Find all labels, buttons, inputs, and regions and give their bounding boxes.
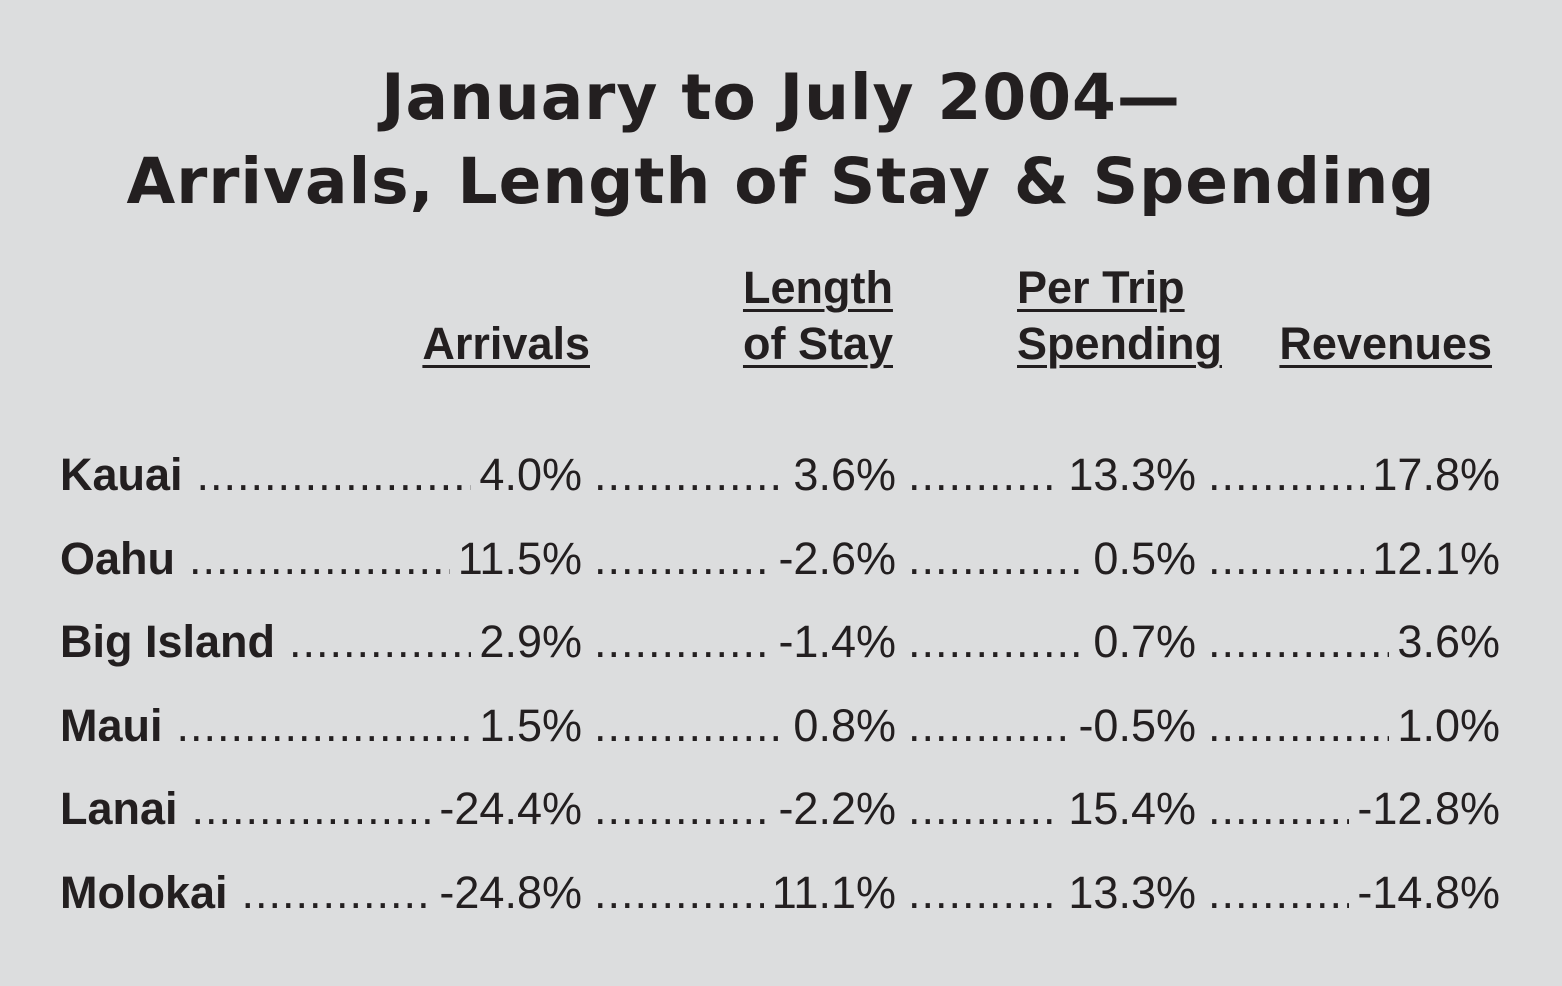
chart-title-line-1: January to July 2004— — [381, 61, 1181, 134]
column-header-line: Revenues — [1279, 318, 1492, 369]
cell-value: 15.4% — [1068, 783, 1196, 834]
cell-value: 11.5% — [457, 532, 582, 584]
column-header: Per Trip Spending — [1017, 260, 1222, 372]
column-header: Arrivals — [422, 316, 590, 372]
leader-dots: ........................................… — [594, 616, 770, 667]
leader-dots: ........................................… — [1208, 866, 1349, 918]
leader-dots: ........................................… — [908, 866, 1061, 918]
cell-value: 12.1% — [1372, 532, 1500, 584]
leader-dots: ........................................… — [594, 866, 764, 918]
cell-value: -2.6% — [778, 532, 896, 584]
table-row: Oahu....................................… — [60, 529, 1502, 589]
leader-dots: ........................................… — [289, 616, 471, 667]
row-label: Maui — [60, 699, 163, 751]
cell-value: 1.0% — [1397, 699, 1500, 751]
cell-value: 3.6% — [793, 449, 896, 500]
table-row: Kauai...................................… — [60, 445, 1502, 505]
column-header-line: Length — [742, 262, 893, 313]
leader-dots: ........................................… — [594, 783, 770, 834]
leader-dots: ........................................… — [908, 783, 1061, 834]
leader-dots: ........................................… — [908, 532, 1085, 584]
leader-dots: ........................................… — [1208, 699, 1389, 751]
leader-dots: ........................................… — [908, 699, 1071, 751]
cell-value: 0.7% — [1093, 616, 1196, 667]
leader-dots: ........................................… — [908, 616, 1085, 667]
column-header-line: Spending — [1017, 318, 1222, 369]
chart-title-line-2: Arrivals, Length of Stay & Spending — [126, 145, 1436, 218]
leader-dots: ........................................… — [196, 449, 472, 500]
row-label: Big Island — [60, 616, 276, 667]
leader-dots: ........................................… — [176, 699, 472, 751]
leader-dots: ........................................… — [594, 449, 785, 500]
cell-value: 0.8% — [793, 699, 896, 751]
row-label: Oahu — [60, 532, 176, 584]
leader-dots: ........................................… — [1208, 532, 1365, 584]
leader-dots: ........................................… — [1208, 616, 1389, 667]
column-header-line: Per Trip — [1017, 262, 1185, 313]
table-row: Maui....................................… — [60, 696, 1502, 756]
table-row: Molokai.................................… — [60, 863, 1502, 923]
table-row: Big Island..............................… — [60, 612, 1502, 672]
cell-value: -0.5% — [1078, 699, 1196, 751]
leader-dots: ........................................… — [1208, 783, 1349, 834]
cell-value: -12.8% — [1357, 783, 1500, 834]
cell-value: -24.8% — [439, 866, 582, 918]
column-header-line: of Stay — [742, 318, 893, 369]
cell-value: -24.4% — [439, 783, 582, 834]
leader-dots: ........................................… — [594, 699, 785, 751]
cell-value: -1.4% — [778, 616, 896, 667]
cell-value: 13.3% — [1068, 449, 1196, 500]
leader-dots: ........................................… — [908, 449, 1061, 500]
cell-value: 2.9% — [479, 616, 582, 667]
column-header: Length of Stay — [743, 260, 893, 372]
cell-value: -14.8% — [1357, 866, 1500, 918]
chart-title: January to July 2004— Arrivals, Length o… — [0, 56, 1562, 224]
row-label: Molokai — [60, 866, 228, 918]
cell-value: 13.3% — [1068, 866, 1196, 918]
cell-value: 17.8% — [1372, 449, 1500, 500]
cell-value: 11.1% — [771, 866, 896, 918]
cell-value: -2.2% — [778, 783, 896, 834]
column-header-line: Arrivals — [422, 318, 590, 369]
cell-value: 4.0% — [479, 449, 582, 500]
cell-value: 1.5% — [479, 699, 582, 751]
row-label: Kauai — [60, 449, 183, 500]
leader-dots: ........................................… — [1208, 449, 1365, 500]
leader-dots: ........................................… — [189, 532, 450, 584]
leader-dots: ........................................… — [191, 783, 432, 834]
cell-value: 0.5% — [1093, 532, 1196, 584]
leader-dots: ........................................… — [241, 866, 432, 918]
row-label: Lanai — [60, 783, 178, 834]
leader-dots: ........................................… — [594, 532, 770, 584]
cell-value: 3.6% — [1397, 616, 1500, 667]
table-row: Lanai...................................… — [60, 779, 1502, 839]
column-header: Revenues — [1279, 316, 1492, 372]
